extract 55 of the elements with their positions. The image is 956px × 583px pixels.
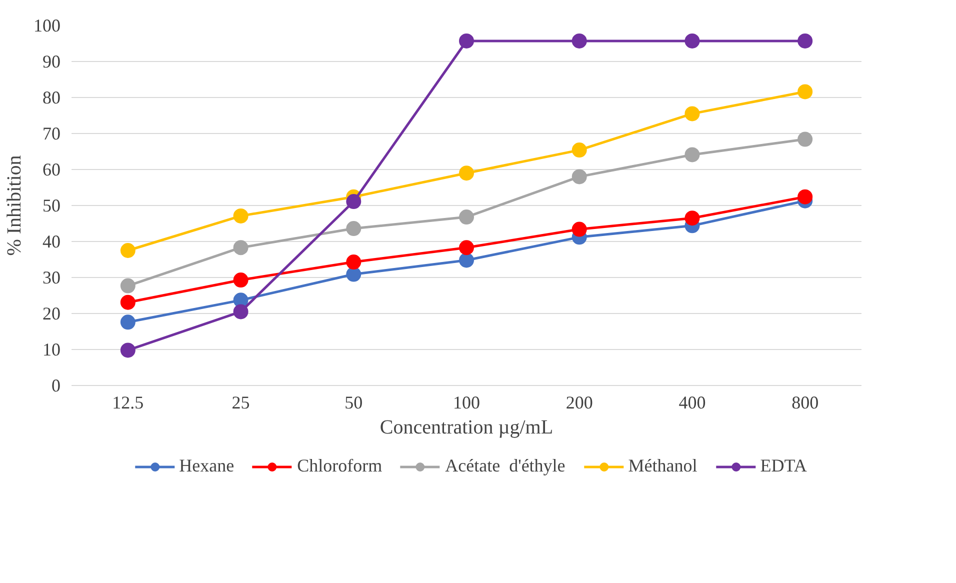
- point: [684, 33, 700, 48]
- y-tick-label: 100: [34, 16, 60, 36]
- point: [120, 243, 136, 258]
- legend-label: Hexane: [179, 456, 234, 476]
- point: [798, 84, 813, 100]
- point: [798, 132, 813, 147]
- point: [233, 272, 248, 288]
- legend-label: Acétate d'éthyle: [445, 456, 566, 476]
- point: [346, 254, 362, 270]
- x-tick-label: 25: [232, 392, 250, 412]
- y-tick-label: 50: [42, 196, 60, 216]
- y-tick-label: 90: [42, 52, 60, 72]
- point: [459, 240, 474, 256]
- point: [233, 304, 248, 320]
- point: [346, 221, 362, 236]
- point: [233, 240, 248, 256]
- y-tick-label: 40: [42, 232, 60, 252]
- point: [572, 222, 587, 237]
- point: [120, 342, 136, 358]
- legend-label: Chloroform: [297, 456, 382, 476]
- x-axis-title: Concentration µg/mL: [380, 416, 554, 438]
- y-tick-label: 80: [42, 88, 60, 108]
- y-tick-label: 60: [42, 160, 60, 180]
- x-tick-label: 200: [566, 392, 593, 412]
- legend-label: Méthanol: [628, 456, 698, 476]
- y-tick-label: 30: [42, 268, 60, 288]
- point: [459, 210, 474, 225]
- legend-label: EDTA: [760, 456, 807, 476]
- x-tick-label: 12.5: [112, 392, 144, 412]
- point: [798, 33, 813, 48]
- y-tick-label: 20: [42, 304, 60, 324]
- y-axis-title: % Inhibition: [4, 155, 26, 256]
- point: [459, 166, 474, 181]
- x-tick-label: 400: [678, 392, 706, 412]
- y-tick-label: 0: [52, 376, 60, 396]
- point: [572, 33, 587, 48]
- point: [459, 252, 474, 268]
- point: [120, 294, 136, 310]
- point: [346, 266, 362, 282]
- point: [120, 314, 136, 330]
- x-tick-label: 100: [453, 392, 480, 412]
- x-tick-label: 50: [344, 392, 363, 412]
- point: [572, 169, 587, 184]
- point: [459, 33, 474, 48]
- point: [233, 208, 248, 224]
- point: [798, 189, 813, 204]
- point: [684, 147, 700, 162]
- y-tick-label: 10: [42, 340, 60, 360]
- point: [346, 194, 362, 210]
- point: [572, 142, 587, 158]
- y-tick-label: 70: [42, 124, 60, 144]
- point: [684, 106, 700, 122]
- point: [120, 278, 136, 294]
- point: [684, 210, 700, 226]
- x-tick-label: 800: [792, 392, 819, 412]
